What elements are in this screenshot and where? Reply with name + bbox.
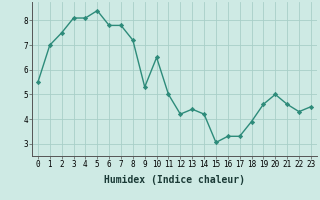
X-axis label: Humidex (Indice chaleur): Humidex (Indice chaleur) xyxy=(104,175,245,185)
